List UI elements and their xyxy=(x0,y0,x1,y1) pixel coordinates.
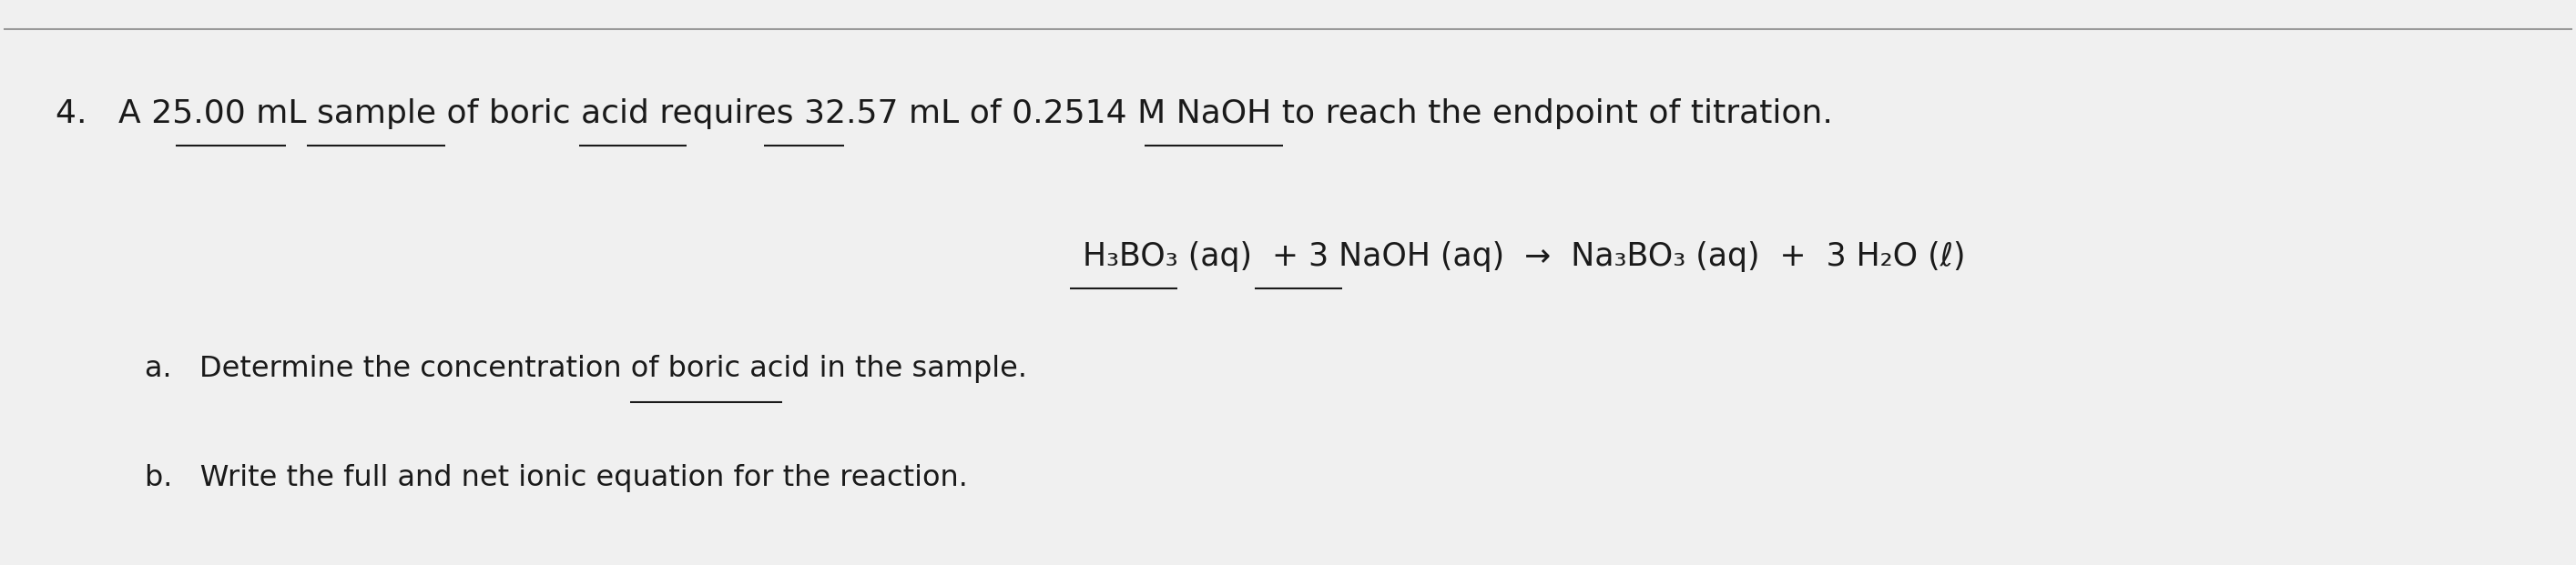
Text: a.   Determine the concentration of boric acid in the sample.: a. Determine the concentration of boric … xyxy=(144,355,1028,383)
Text: H₃BO₃ (aq)  + 3 NaOH (aq)  →  Na₃BO₃ (aq)  +  3 H₂O (ℓ): H₃BO₃ (aq) + 3 NaOH (aq) → Na₃BO₃ (aq) +… xyxy=(1082,241,1965,272)
Text: 4.   A 25.00 mL sample of boric acid requires 32.57 mL of 0.2514 M NaOH to reach: 4. A 25.00 mL sample of boric acid requi… xyxy=(54,98,1832,129)
Text: b.   Write the full and net ionic equation for the reaction.: b. Write the full and net ionic equation… xyxy=(144,464,969,492)
